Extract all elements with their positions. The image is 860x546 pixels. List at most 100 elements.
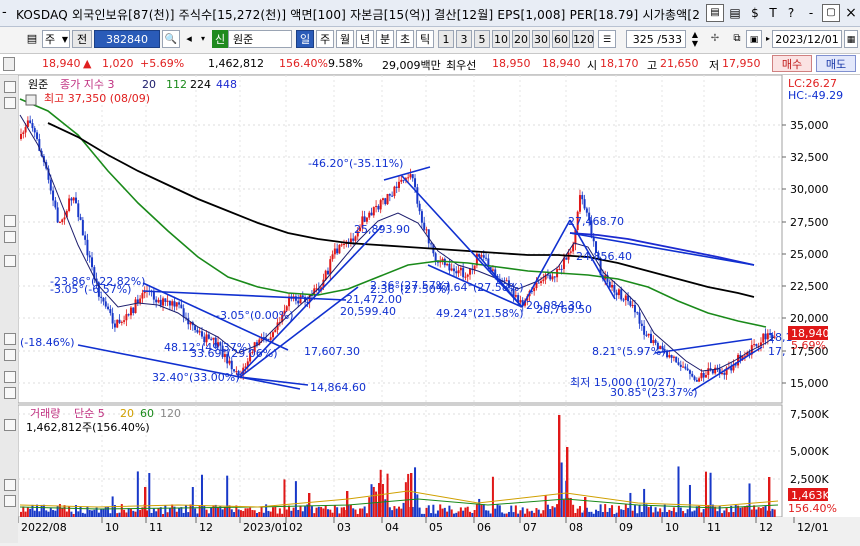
period-tab-second[interactable]: 초 bbox=[396, 30, 414, 48]
candle-body bbox=[49, 179, 52, 191]
spin-arrows-icon[interactable]: ▲ ▼ bbox=[691, 30, 699, 48]
period-tab-day[interactable]: 일 bbox=[296, 30, 314, 48]
volume-bar bbox=[40, 504, 43, 517]
period-tab-year[interactable]: 년 bbox=[356, 30, 374, 48]
help-icon[interactable]: ? bbox=[787, 6, 795, 20]
list-icon[interactable]: ▤ bbox=[26, 32, 38, 45]
trendline-annotation: 27,468.70 bbox=[568, 215, 624, 228]
volume-bar bbox=[315, 507, 318, 517]
period-tab-minute[interactable]: 분 bbox=[376, 30, 394, 48]
close-button[interactable]: × bbox=[845, 5, 857, 21]
volume-bar bbox=[180, 507, 183, 517]
calendar-icon[interactable]: ▦ bbox=[844, 30, 858, 48]
volume-bar bbox=[572, 504, 575, 517]
buy-button[interactable]: 매수 bbox=[772, 55, 812, 72]
sell-button[interactable]: 매도 bbox=[816, 55, 856, 72]
interval-10[interactable]: 10 bbox=[492, 30, 510, 48]
interval-5[interactable]: 5 bbox=[474, 30, 490, 48]
candle-body bbox=[356, 231, 359, 237]
save-icon[interactable]: ▣ bbox=[746, 30, 762, 48]
period-tab-tick[interactable]: 틱 bbox=[416, 30, 434, 48]
candle-body bbox=[372, 207, 375, 216]
grid-icon[interactable]: ▤ bbox=[706, 4, 724, 22]
volume-bar bbox=[462, 510, 465, 517]
date-picker-arrow-icon[interactable]: ▸ bbox=[765, 34, 770, 43]
volume-bar bbox=[52, 510, 55, 517]
side-checkbox[interactable] bbox=[4, 495, 16, 507]
volume-bar bbox=[42, 504, 45, 517]
side-checkbox[interactable] bbox=[4, 215, 16, 227]
prev-button[interactable]: 전 bbox=[72, 30, 92, 48]
trendline bbox=[569, 232, 755, 266]
volume-bar bbox=[540, 513, 543, 517]
period-tab-week[interactable]: 주 bbox=[316, 30, 334, 48]
trendline bbox=[427, 264, 523, 308]
side-checkbox[interactable] bbox=[4, 333, 16, 345]
side-checkbox[interactable] bbox=[4, 479, 16, 491]
candle-body bbox=[569, 251, 572, 253]
stock-toolbar: ▤ 주 ▼ 전 382840 🔍 ◂ ▾ 신 원준 일 주 월 년 분 초 틱 1… bbox=[0, 27, 860, 54]
period-tab-month[interactable]: 월 bbox=[336, 30, 354, 48]
search-icon[interactable]: 🔍 bbox=[162, 30, 180, 48]
trendline-annotation: 21,472.00 bbox=[346, 293, 402, 306]
window-menu-dash[interactable]: - bbox=[2, 5, 7, 20]
chart-area[interactable]: 원준 종가 지수 3 20 112 224 448 최고 37,350 (08/… bbox=[17, 74, 860, 543]
candle-body bbox=[136, 299, 139, 304]
settings-list-icon[interactable]: ☰ bbox=[598, 30, 616, 48]
volume-bar bbox=[711, 504, 714, 517]
candle-body bbox=[542, 279, 545, 282]
panel-menu-icon[interactable] bbox=[25, 94, 37, 106]
candle-body bbox=[597, 252, 600, 259]
legend-stock-name: 원준 bbox=[28, 78, 48, 91]
stock-name-field[interactable]: 원준 bbox=[228, 30, 292, 48]
side-checkbox[interactable] bbox=[4, 371, 16, 383]
interval-1[interactable]: 1 bbox=[438, 30, 454, 48]
volume-bar bbox=[349, 504, 352, 517]
interval-120[interactable]: 120 bbox=[572, 30, 594, 48]
stock-code-input[interactable]: 382840 bbox=[94, 30, 160, 48]
interval-20[interactable]: 20 bbox=[512, 30, 530, 48]
interval-60[interactable]: 60 bbox=[552, 30, 570, 48]
volume-bar bbox=[400, 508, 403, 517]
candle-body bbox=[553, 276, 556, 278]
candle-body bbox=[734, 364, 737, 366]
layout-icon[interactable]: ▤ bbox=[729, 6, 741, 20]
volume-bar bbox=[97, 512, 100, 517]
volume-bar bbox=[331, 512, 334, 517]
side-checkbox[interactable] bbox=[4, 419, 16, 431]
candle-body bbox=[228, 360, 231, 364]
volume-bar bbox=[375, 491, 378, 517]
currency-icon[interactable]: $ bbox=[751, 6, 759, 20]
side-checkbox[interactable] bbox=[4, 231, 16, 243]
candle-body bbox=[652, 340, 655, 343]
trendline-annotation: 14,864.60 bbox=[310, 381, 366, 394]
text-icon[interactable]: T bbox=[769, 6, 777, 20]
turnover-rate: 9.58% bbox=[328, 57, 363, 70]
side-checkbox[interactable] bbox=[4, 81, 16, 93]
dropdown-arrow-icon[interactable]: ▾ bbox=[200, 34, 205, 43]
side-checkbox[interactable] bbox=[4, 97, 16, 109]
candle-body bbox=[711, 369, 714, 374]
speaker-icon[interactable]: ◂ bbox=[186, 32, 192, 45]
quote-toggle-checkbox[interactable] bbox=[3, 57, 15, 71]
date-field[interactable]: 2023/12/01 bbox=[772, 30, 842, 48]
minimize-button[interactable]: - bbox=[808, 6, 814, 20]
interval-3[interactable]: 3 bbox=[456, 30, 472, 48]
volume-bar bbox=[452, 513, 455, 517]
candle-body bbox=[517, 295, 520, 303]
side-checkbox[interactable] bbox=[4, 387, 16, 399]
stock-chart-svg[interactable]: 원준 종가 지수 3 20 112 224 448 최고 37,350 (08/… bbox=[17, 74, 860, 543]
maximize-button[interactable]: ▢ bbox=[822, 4, 840, 22]
type-select[interactable]: 주 ▼ bbox=[42, 30, 70, 48]
side-checkbox[interactable] bbox=[4, 349, 16, 361]
volume-bar bbox=[361, 508, 364, 517]
side-checkbox[interactable] bbox=[4, 255, 16, 267]
candle-body bbox=[152, 291, 155, 300]
zoom-arrows-icon[interactable]: ✢ bbox=[710, 33, 720, 44]
interval-30[interactable]: 30 bbox=[532, 30, 550, 48]
volume-bar bbox=[81, 512, 84, 517]
chart-settings-icon[interactable]: ⧉ bbox=[733, 33, 741, 44]
volume-bar bbox=[164, 505, 167, 517]
volume-bar bbox=[324, 505, 327, 517]
volume-bar bbox=[288, 505, 291, 517]
